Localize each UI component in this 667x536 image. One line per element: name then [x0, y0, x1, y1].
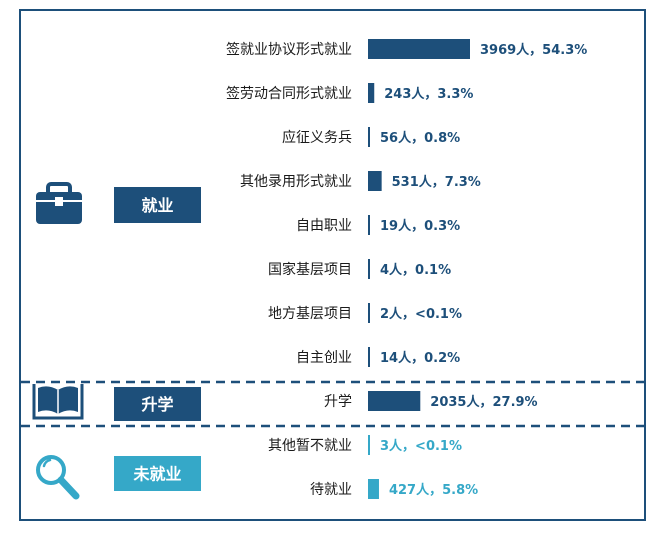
bar	[368, 347, 370, 367]
value-label: 243人，3.3%	[384, 86, 473, 102]
category-label: 国家基层项目	[268, 261, 352, 278]
value-label: 427人，5.8%	[389, 482, 478, 498]
bar	[368, 171, 382, 191]
bar	[368, 39, 470, 59]
bar	[368, 215, 370, 235]
value-label: 2035人，27.9%	[430, 394, 537, 410]
chart-frame	[19, 9, 646, 521]
category-label: 地方基层项目	[268, 305, 352, 322]
bar	[368, 391, 421, 411]
section-label-box	[114, 387, 201, 421]
value-label: 4人，0.1%	[380, 262, 451, 278]
section-label-box	[114, 187, 201, 223]
category-label: 签就业协议形式就业	[226, 41, 352, 58]
magnifier-icon	[36, 455, 80, 500]
category-label: 其他录用形式就业	[240, 174, 352, 190]
value-label: 14人，0.2%	[380, 350, 460, 366]
section-label: 未就业	[132, 465, 181, 484]
section-label: 升学	[141, 395, 173, 414]
category-label: 签劳动合同形式就业	[226, 85, 352, 102]
category-label: 待就业	[310, 482, 352, 498]
bar	[368, 303, 370, 323]
category-label: 自主创业	[296, 350, 352, 366]
value-label: 56人，0.8%	[380, 130, 460, 146]
bar	[368, 127, 370, 147]
bar	[368, 479, 379, 499]
bar	[368, 83, 375, 103]
value-label: 531人，7.3%	[392, 174, 481, 190]
category-label: 其他暂不就业	[268, 438, 352, 454]
section-label-box	[114, 456, 201, 491]
value-label: 3969人，54.3%	[480, 42, 587, 58]
section-label: 就业	[141, 196, 173, 215]
briefcase-icon	[36, 182, 82, 224]
value-label: 19人，0.3%	[380, 218, 460, 234]
category-label: 自由职业	[296, 218, 352, 234]
category-label: 升学	[324, 394, 352, 410]
bar	[368, 259, 370, 279]
value-label: 2人，<0.1%	[380, 306, 462, 322]
category-label: 应征义务兵	[282, 129, 352, 146]
value-label: 3人，<0.1%	[380, 438, 462, 454]
bar	[368, 435, 370, 455]
open-book-icon	[32, 384, 84, 420]
